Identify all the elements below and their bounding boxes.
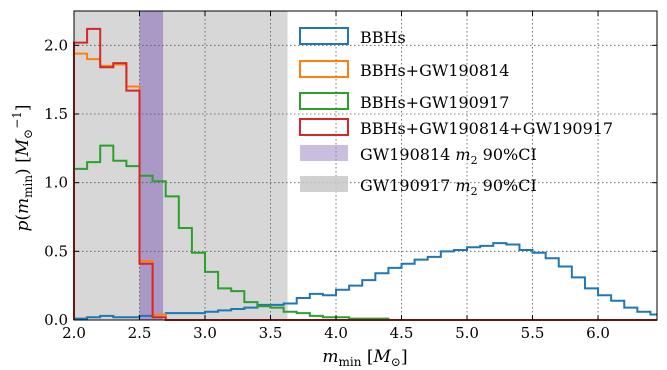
gw190917-ci-band (74, 11, 288, 320)
legend-label-bbhs-gw190814: BBHs+GW190814 (360, 61, 509, 80)
x-tick-label: 6.0 (586, 324, 610, 342)
x-tick-label: 3.5 (259, 324, 283, 342)
x-tick-label: 2.0 (62, 324, 86, 342)
y-tick-label: 0.0 (44, 311, 68, 329)
legend-label-gw190917-band: GW190917 m2 90%CI (360, 176, 537, 198)
x-tick-label: 4.0 (324, 324, 348, 342)
x-tick-label: 5.0 (455, 324, 479, 342)
axis-ticks (73, 11, 657, 321)
legend-label-gw190814-band: GW190814 m2 90%CI (360, 145, 537, 167)
legend-swatch-gw190814-band (300, 145, 348, 161)
x-tick-label: 2.5 (128, 324, 152, 342)
x-tick-label: 3.0 (193, 324, 217, 342)
legend-label-bbhs: BBHs (360, 28, 406, 47)
y-axis-label: p(mmin) [M⊙−1] (10, 104, 35, 231)
legend-swatch-gw190917-band (300, 176, 348, 192)
y-tick-label: 2.0 (44, 36, 68, 54)
series-bbhs (73, 242, 657, 320)
x-tick-label: 5.5 (521, 324, 545, 342)
x-axis-label: mmin [M⊙] (322, 347, 407, 369)
x-tick-label: 4.5 (390, 324, 414, 342)
y-tick-label: 1.5 (44, 105, 68, 123)
gw190814-ci-band (139, 11, 164, 320)
legend-label-bbhs-gw190814-gw190917: BBHs+GW190814+GW190917 (360, 119, 613, 138)
legend-label-bbhs-gw190917: BBHs+GW190917 (360, 93, 509, 112)
credible-interval-bands (74, 11, 288, 320)
plot-frame (73, 10, 658, 321)
y-tick-label: 1.0 (44, 174, 68, 192)
legend-swatch-bbhs-gw190814 (299, 60, 349, 78)
y-tick-labels: 0.0 0.5 1.0 1.5 2.0 (44, 36, 68, 329)
legend: BBHs BBHs+GW190814 BBHs+GW190917 BBHs+GW… (299, 27, 613, 198)
legend-swatch-bbhs-gw190917 (299, 92, 349, 110)
x-tick-labels: 2.0 2.5 3.0 3.5 4.0 4.5 5.0 5.5 6.0 (62, 324, 610, 342)
legend-swatch-bbhs-gw190814-gw190917 (299, 118, 349, 136)
y-tick-label: 0.5 (44, 242, 68, 260)
legend-swatch-bbhs (299, 27, 349, 45)
